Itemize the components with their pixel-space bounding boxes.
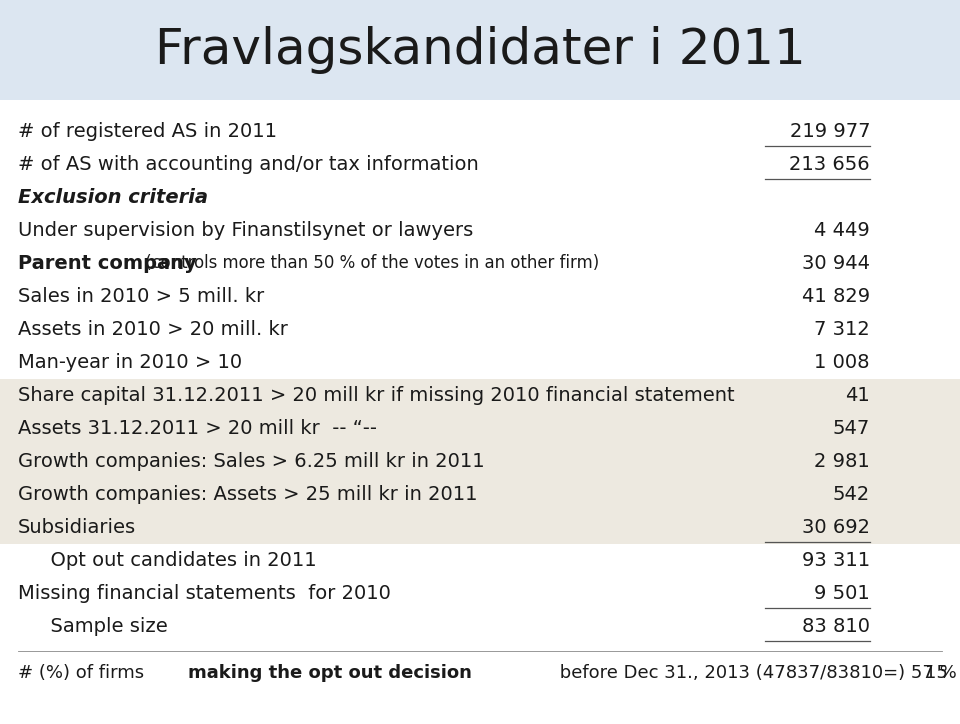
Text: Man-year in 2010 > 10: Man-year in 2010 > 10: [18, 353, 242, 372]
Text: 41 829: 41 829: [802, 287, 870, 306]
Text: # of registered AS in 2011: # of registered AS in 2011: [18, 122, 277, 141]
Text: Assets 31.12.2011 > 20 mill kr  -- “--: Assets 31.12.2011 > 20 mill kr -- “--: [18, 419, 377, 438]
Text: Growth companies: Assets > 25 mill kr in 2011: Growth companies: Assets > 25 mill kr in…: [18, 485, 477, 504]
Text: Sample size: Sample size: [38, 617, 168, 636]
Bar: [0, 445, 960, 478]
Text: Opt out candidates in 2011: Opt out candidates in 2011: [38, 551, 317, 570]
Text: # of AS with accounting and/or tax information: # of AS with accounting and/or tax infor…: [18, 155, 479, 174]
Text: 542: 542: [832, 485, 870, 504]
Text: before Dec 31., 2013 (47837/83810=) 57 %: before Dec 31., 2013 (47837/83810=) 57 %: [555, 664, 957, 682]
Text: 547: 547: [832, 419, 870, 438]
Bar: [0, 412, 960, 445]
Text: Parent company: Parent company: [18, 254, 197, 273]
Text: 9 501: 9 501: [814, 584, 870, 603]
Text: 1 008: 1 008: [814, 353, 870, 372]
Text: 93 311: 93 311: [802, 551, 870, 570]
Text: 7 312: 7 312: [814, 320, 870, 339]
Text: Assets in 2010 > 20 mill. kr: Assets in 2010 > 20 mill. kr: [18, 320, 288, 339]
Bar: [0, 379, 960, 412]
Text: 4 449: 4 449: [814, 221, 870, 240]
Text: Fravlagskandidater i 2011: Fravlagskandidater i 2011: [155, 26, 805, 74]
Text: 213 656: 213 656: [789, 155, 870, 174]
Text: Subsidiaries: Subsidiaries: [18, 518, 136, 537]
Text: 2 981: 2 981: [814, 452, 870, 471]
Text: 83 810: 83 810: [802, 617, 870, 636]
Text: Exclusion criteria: Exclusion criteria: [18, 188, 208, 207]
Text: Growth companies: Sales > 6.25 mill kr in 2011: Growth companies: Sales > 6.25 mill kr i…: [18, 452, 485, 471]
Text: 30 692: 30 692: [802, 518, 870, 537]
Text: Missing financial statements  for 2010: Missing financial statements for 2010: [18, 584, 391, 603]
Text: (controls more than 50 % of the votes in an other firm): (controls more than 50 % of the votes in…: [139, 255, 599, 272]
Text: # (%) of firms: # (%) of firms: [18, 664, 150, 682]
Bar: [0, 511, 960, 544]
Text: Sales in 2010 > 5 mill. kr: Sales in 2010 > 5 mill. kr: [18, 287, 264, 306]
Text: Share capital 31.12.2011 > 20 mill kr if missing 2010 financial statement: Share capital 31.12.2011 > 20 mill kr if…: [18, 386, 734, 405]
Text: 41: 41: [845, 386, 870, 405]
Text: 15: 15: [925, 664, 948, 682]
Text: 30 944: 30 944: [802, 254, 870, 273]
Text: making the opt out decision: making the opt out decision: [188, 664, 472, 682]
Bar: [0, 478, 960, 511]
Text: Under supervision by Finanstilsynet or lawyers: Under supervision by Finanstilsynet or l…: [18, 221, 473, 240]
Bar: [0, 0, 960, 100]
Text: 219 977: 219 977: [789, 122, 870, 141]
